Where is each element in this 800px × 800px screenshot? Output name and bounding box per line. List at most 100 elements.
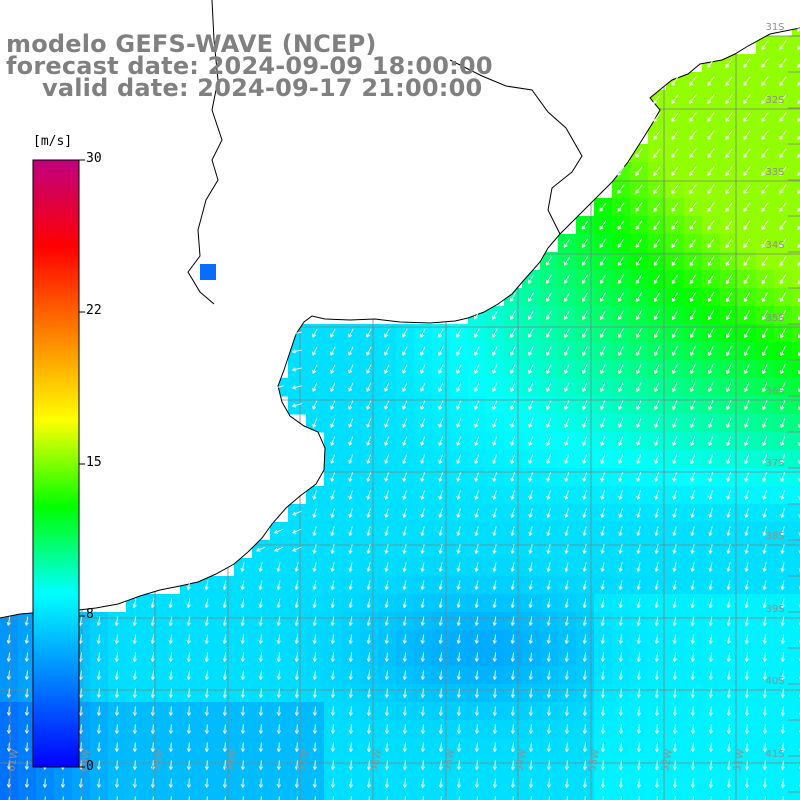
wind-vector bbox=[743, 166, 751, 176]
wind-vector bbox=[672, 634, 677, 645]
wind-vector bbox=[240, 652, 245, 662]
wind-vector bbox=[636, 526, 641, 536]
wind-vector bbox=[258, 760, 263, 770]
wind-vector bbox=[510, 454, 516, 464]
wind-vector bbox=[600, 544, 605, 554]
wind-vector bbox=[671, 184, 679, 194]
wind-vector bbox=[294, 616, 299, 626]
wind-vector bbox=[438, 418, 444, 428]
wind-vector bbox=[726, 346, 732, 357]
wind-vector bbox=[96, 634, 101, 644]
wind-vector bbox=[546, 364, 552, 374]
wind-vector bbox=[672, 472, 677, 482]
wind-vector bbox=[779, 40, 787, 50]
wind-vector bbox=[689, 94, 697, 104]
wind-vector bbox=[563, 274, 571, 284]
wind-vector bbox=[726, 364, 732, 375]
wind-vector bbox=[384, 616, 389, 626]
wind-vector bbox=[330, 418, 336, 428]
wind-vector bbox=[546, 508, 551, 518]
wind-vector bbox=[689, 130, 697, 140]
wind-vector bbox=[150, 778, 155, 788]
wind-vector bbox=[312, 544, 317, 554]
wind-vector bbox=[725, 220, 733, 230]
wind-vector bbox=[312, 526, 317, 536]
wind-vector bbox=[96, 706, 101, 716]
wind-vector bbox=[474, 382, 480, 392]
wind-vector bbox=[690, 562, 695, 572]
wind-vector bbox=[384, 400, 390, 410]
longitude-label: 54W bbox=[514, 748, 529, 772]
wind-vector bbox=[510, 616, 515, 626]
wind-vector bbox=[600, 454, 606, 464]
wind-vector bbox=[761, 58, 769, 68]
wind-vector bbox=[564, 418, 570, 428]
wind-vector bbox=[582, 382, 588, 392]
wind-vector bbox=[150, 688, 155, 698]
wind-vector bbox=[707, 238, 715, 248]
wind-vector bbox=[564, 544, 569, 554]
latitude-label: 32S bbox=[765, 95, 784, 106]
wind-vector bbox=[636, 436, 642, 446]
wind-vector bbox=[474, 724, 479, 734]
wind-vector bbox=[564, 562, 569, 572]
wind-vector bbox=[366, 580, 371, 590]
wind-vector bbox=[330, 760, 335, 770]
wind-vector bbox=[186, 670, 191, 680]
wind-vector bbox=[402, 598, 407, 608]
wind-vector bbox=[656, 796, 658, 800]
wind-vector bbox=[260, 796, 262, 800]
wind-vector bbox=[240, 760, 245, 770]
wind-vector bbox=[600, 634, 605, 644]
wind-vector bbox=[96, 670, 101, 680]
wind-vector bbox=[636, 310, 642, 320]
wind-vector bbox=[581, 274, 589, 284]
wind-vector bbox=[24, 742, 29, 752]
wind-vector bbox=[764, 796, 766, 800]
wind-vector bbox=[258, 670, 263, 680]
wind-vector bbox=[762, 382, 768, 393]
wind-vector bbox=[581, 256, 589, 266]
wind-vector bbox=[528, 724, 533, 734]
wind-vector bbox=[744, 580, 749, 590]
wind-vector bbox=[780, 328, 786, 339]
wind-vector bbox=[240, 670, 245, 680]
wind-vector bbox=[492, 310, 498, 320]
wind-vector bbox=[438, 598, 443, 608]
wind-vector bbox=[636, 724, 641, 735]
wind-vector bbox=[240, 616, 245, 626]
wind-vector bbox=[62, 796, 64, 800]
wind-vector bbox=[635, 202, 643, 212]
wind-vector bbox=[708, 364, 714, 375]
wind-vector bbox=[384, 778, 389, 788]
wind-vector bbox=[762, 562, 767, 572]
wind-vector bbox=[366, 382, 372, 392]
wind-vector bbox=[599, 202, 607, 212]
wind-vector bbox=[726, 616, 731, 627]
latitude-label: 33S bbox=[765, 167, 784, 178]
longitude-labels: 61W 60W 59W 58W 57W 56W 55W 54W 53W 52W 51W bbox=[6, 748, 747, 772]
wind-vector bbox=[494, 796, 496, 800]
wind-vector bbox=[292, 385, 302, 390]
wind-vector bbox=[510, 670, 515, 680]
wind-vector bbox=[618, 616, 623, 626]
wind-vector bbox=[762, 706, 767, 717]
wind-vector bbox=[726, 328, 732, 339]
wind-vector bbox=[348, 742, 353, 752]
wind-vector bbox=[474, 616, 479, 626]
colorbar-tick-30: 30 bbox=[86, 151, 102, 166]
wind-vector bbox=[186, 634, 191, 644]
wind-vector bbox=[779, 238, 787, 249]
wind-vector bbox=[618, 706, 623, 717]
wind-vector bbox=[384, 508, 389, 518]
wind-vector bbox=[708, 580, 713, 590]
wind-vector bbox=[762, 742, 767, 753]
wind-vector bbox=[528, 562, 533, 572]
wind-vector bbox=[258, 580, 263, 590]
wind-vector bbox=[564, 310, 570, 320]
wind-vector bbox=[780, 778, 785, 789]
wind-vector bbox=[258, 778, 263, 788]
wind-vector bbox=[780, 508, 785, 518]
wind-vector bbox=[546, 490, 551, 500]
wind-vector bbox=[726, 562, 731, 572]
